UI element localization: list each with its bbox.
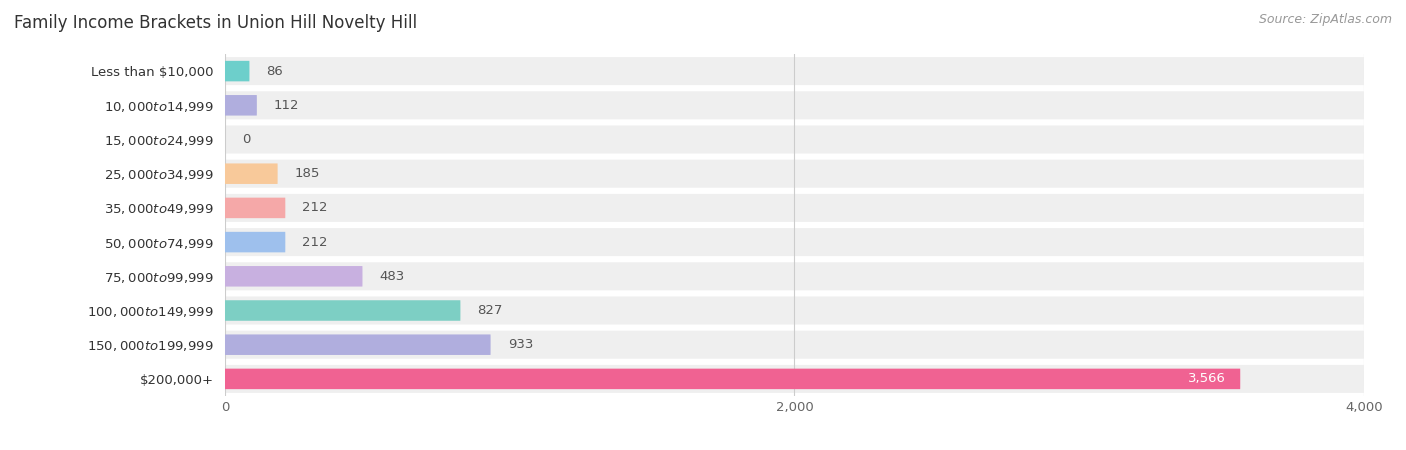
Text: 185: 185 bbox=[295, 167, 321, 180]
Text: 212: 212 bbox=[302, 236, 328, 248]
FancyBboxPatch shape bbox=[225, 369, 1240, 389]
Text: 212: 212 bbox=[302, 202, 328, 214]
FancyBboxPatch shape bbox=[225, 228, 1364, 256]
FancyBboxPatch shape bbox=[225, 262, 1364, 290]
FancyBboxPatch shape bbox=[225, 163, 277, 184]
Text: 0: 0 bbox=[242, 133, 250, 146]
FancyBboxPatch shape bbox=[225, 61, 249, 81]
Text: 86: 86 bbox=[267, 65, 283, 77]
Text: Family Income Brackets in Union Hill Novelty Hill: Family Income Brackets in Union Hill Nov… bbox=[14, 14, 418, 32]
FancyBboxPatch shape bbox=[225, 300, 460, 321]
FancyBboxPatch shape bbox=[225, 297, 1364, 324]
FancyBboxPatch shape bbox=[225, 95, 257, 116]
FancyBboxPatch shape bbox=[225, 126, 1364, 153]
Text: 933: 933 bbox=[508, 338, 533, 351]
FancyBboxPatch shape bbox=[225, 160, 1364, 188]
FancyBboxPatch shape bbox=[225, 198, 285, 218]
FancyBboxPatch shape bbox=[225, 57, 1364, 85]
FancyBboxPatch shape bbox=[225, 91, 1364, 119]
Text: 827: 827 bbox=[478, 304, 503, 317]
FancyBboxPatch shape bbox=[225, 334, 491, 355]
Text: Source: ZipAtlas.com: Source: ZipAtlas.com bbox=[1258, 14, 1392, 27]
Text: 483: 483 bbox=[380, 270, 405, 283]
Text: 3,566: 3,566 bbox=[1188, 373, 1226, 385]
Text: 112: 112 bbox=[274, 99, 299, 112]
FancyBboxPatch shape bbox=[225, 232, 285, 252]
FancyBboxPatch shape bbox=[225, 331, 1364, 359]
FancyBboxPatch shape bbox=[225, 194, 1364, 222]
FancyBboxPatch shape bbox=[225, 365, 1364, 393]
FancyBboxPatch shape bbox=[225, 266, 363, 287]
